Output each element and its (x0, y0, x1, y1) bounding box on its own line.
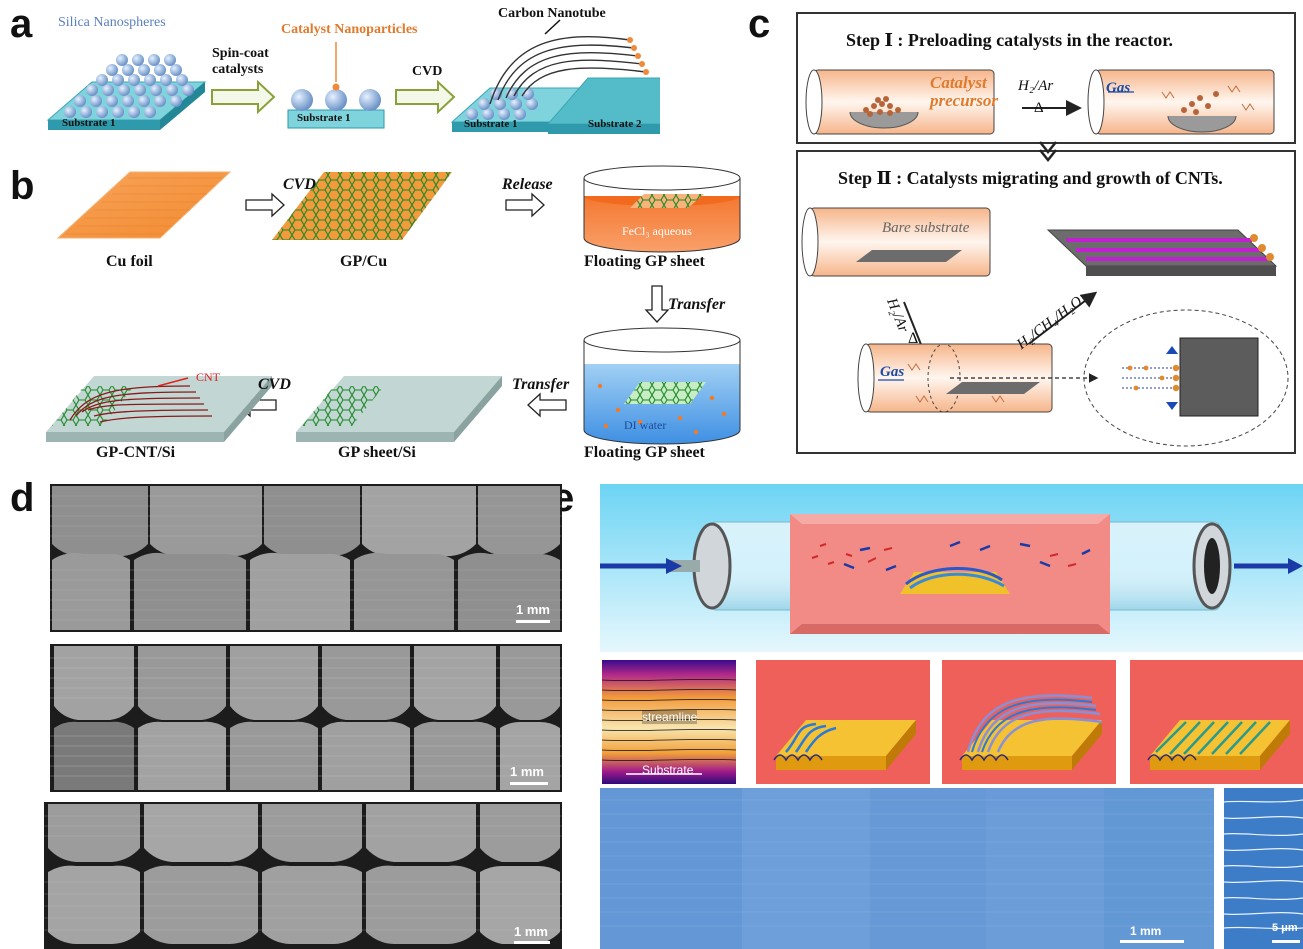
migrating-catalysts (1122, 346, 1180, 410)
aligned-cnt-substrate (1046, 229, 1278, 276)
scale-bar-d2 (510, 782, 548, 785)
process-arrow-2 (395, 79, 456, 115)
cvd-arrow-b1 (245, 192, 285, 218)
transfer-down-arrow (644, 285, 670, 323)
floating-gp-label-2: Floating GP sheet (584, 444, 705, 461)
transfer-label-left: Transfer (512, 376, 570, 393)
scale-label-e2: 5 μm (1272, 922, 1298, 934)
step1-box (796, 12, 1296, 144)
h2ar-label-1: H₂/Ar (1018, 78, 1054, 94)
cu-foil-sheet (56, 171, 232, 239)
substrate-in-furnace (900, 566, 1010, 594)
gp-cu-sheet (272, 172, 452, 240)
catalyst-nanoparticles-label: Catalyst Nanoparticles (281, 22, 418, 37)
gas-molecules-blue (843, 540, 1091, 572)
zoom-circle (1083, 309, 1289, 447)
scale-label-e1: 1 mm (1130, 924, 1162, 938)
bare-substrate-label: Bare substrate (882, 220, 970, 236)
scale-bar-d1 (516, 620, 550, 623)
panel-label-a: a (10, 2, 33, 46)
cu-foil-label: Cu foil (106, 253, 153, 270)
substrate2-label: Substrate 2 (588, 118, 642, 130)
beaker-fecl3 (583, 165, 741, 253)
sem-image-2: 1 mm (50, 644, 562, 792)
scale-label-d3: 1 mm (514, 924, 548, 939)
substrate-1-2-blocks (450, 77, 660, 134)
cnt-label-b: CNT (196, 370, 220, 384)
release-label: Release (502, 176, 553, 193)
scale-label-d2: 1 mm (510, 764, 544, 779)
gas-label-2: Gas (880, 364, 905, 380)
delta-label-2: Δ (908, 330, 919, 347)
cnt-label-a: Carbon Nanotube (498, 6, 606, 21)
substrate1-label-mid: Substrate 1 (297, 112, 351, 124)
cvd-label-b1: CVD (283, 176, 316, 193)
step1-title: Step Ⅰ : Preloading catalysts in the rea… (846, 30, 1174, 50)
beaker-di-water (583, 327, 741, 445)
blue-sem-small: 5 μm (1224, 788, 1303, 949)
step1-tube-right (1087, 69, 1275, 135)
cnt-pointer (544, 19, 561, 35)
scale-bar-e1 (1120, 940, 1184, 943)
gas-label-1: Gas (1106, 80, 1131, 96)
substrate-label-e: Substrate (642, 763, 694, 777)
scale-bar-d3 (514, 941, 550, 944)
spin-coat-label: Spin-coat catalysts (212, 46, 269, 77)
cnt-growth-render-3 (1130, 660, 1303, 784)
zoom-substrate (1179, 337, 1259, 417)
panel-label-c: c (748, 2, 771, 46)
gp-sheet-si (296, 376, 502, 442)
scale-label-d1: 1 mm (516, 602, 550, 617)
transfer-left-arrow (527, 392, 567, 418)
cnt-growth-render-1 (756, 660, 930, 784)
streamline-label: streamline (642, 710, 698, 724)
silica-spheres (64, 54, 194, 118)
cnt-growth-render-2 (942, 660, 1116, 784)
panel-label-b: b (10, 164, 35, 208)
gas-molecules-red (811, 543, 1077, 567)
gas-inlet (670, 560, 700, 572)
delta-label-1: Δ (1034, 100, 1044, 116)
streamline-simulation (602, 660, 736, 784)
sem-image-3: 1 mm (44, 802, 562, 949)
substrate1-label-left: Substrate 1 (62, 117, 116, 129)
catalyst-precursor-label: Catalyst precursor (930, 73, 999, 110)
scale-bar-e2 (1272, 940, 1300, 943)
cnt-tip-catalysts (627, 37, 649, 75)
cvd-label-b2: CVD (258, 376, 291, 393)
gp-cnt-si-label: GP-CNT/Si (96, 444, 176, 461)
carbon-nanotube-lines (489, 35, 647, 105)
panel-c-illustration (801, 69, 1289, 447)
step2-tube-bare (801, 207, 991, 277)
panel-label-d: d (10, 476, 35, 520)
silica-label: Silica Nanospheres (58, 15, 166, 30)
di-water-label: DI water (624, 418, 667, 432)
substrate-1-small (287, 83, 385, 129)
substrate1-label-right: Substrate 1 (464, 118, 518, 130)
gp-sheet-si-label: GP sheet/Si (338, 444, 416, 461)
floating-gp-label-1: Floating GP sheet (584, 253, 705, 270)
release-arrow (505, 192, 545, 218)
step2-title: Step Ⅱ : Catalysts migrating and growth … (838, 168, 1223, 188)
blue-sem-large: 1 mm (600, 788, 1214, 949)
gp-cnt-si (46, 376, 272, 442)
gp-cu-label: GP/Cu (340, 253, 388, 270)
panel-a-illustration (46, 19, 660, 134)
fecl3-label: FeCl₃ aqueous (622, 224, 692, 238)
panel-b-illustration (46, 165, 741, 445)
step1-tube-left (805, 69, 995, 135)
cvd-label-a: CVD (412, 64, 443, 79)
transfer-label-down: Transfer (668, 296, 726, 313)
step-chevron (1039, 141, 1057, 163)
process-arrow-1 (211, 79, 276, 115)
reactor-rendering (600, 484, 1303, 652)
sem-image-1: 1 mm (50, 484, 562, 632)
